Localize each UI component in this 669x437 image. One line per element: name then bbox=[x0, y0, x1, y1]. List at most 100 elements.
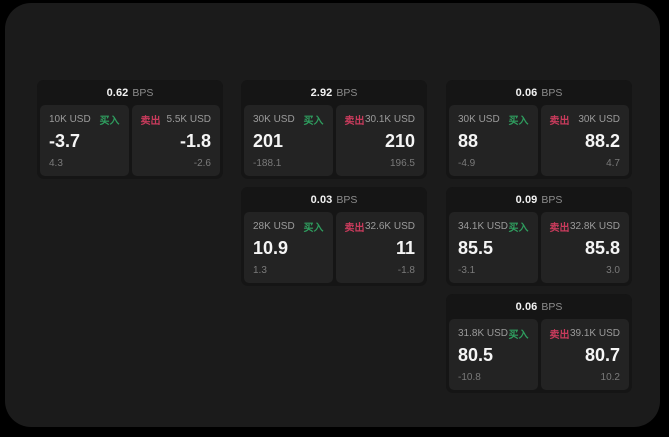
quote-card[interactable]: 2.92 BPS 30K USD 买入 201 -188.1 卖出 30.1K USD 210 1… bbox=[241, 80, 427, 179]
quote-panel-buy[interactable]: 10K USD 买入 -3.7 4.3 bbox=[40, 105, 129, 176]
quote-delta-buy: -188.1 bbox=[253, 158, 282, 169]
card-panels: 28K USD 买入 10.9 1.3 卖出 32.6K USD 11 -1.8 bbox=[241, 212, 427, 286]
card-panels: 10K USD 买入 -3.7 4.3 卖出 5.5K USD -1.8 -2.6 bbox=[37, 105, 223, 179]
quote-delta-sell: 196.5 bbox=[389, 158, 415, 169]
quote-price-buy: -3.7 bbox=[49, 131, 81, 151]
spread-unit: BPS bbox=[541, 300, 563, 313]
card-panels: 31.8K USD 买入 80.5 -10.8 卖出 39.1K USD 80.7 10.2 bbox=[446, 319, 632, 393]
quote-delta-buy: 4.3 bbox=[49, 158, 63, 169]
quote-price-sell: 11 bbox=[395, 238, 415, 258]
quote-panel-sell[interactable]: 卖出 32.6K USD 11 -1.8 bbox=[335, 212, 424, 283]
sell-side-tag: 卖出 bbox=[549, 116, 570, 127]
quote-card[interactable]: 0.62 BPS 10K USD 买入 -3.7 4.3 卖出 5.5K USD -1.8 -2.… bbox=[37, 80, 223, 179]
order-size-label: 30K USD bbox=[253, 114, 295, 125]
sell-side-tag: 卖出 bbox=[549, 330, 570, 341]
quote-delta-sell: 3.0 bbox=[606, 265, 620, 276]
quote-delta-sell: -1.8 bbox=[397, 265, 415, 276]
panel-header-sell: 卖出 5.5K USD bbox=[140, 113, 212, 127]
buy-side-tag: 买入 bbox=[508, 330, 529, 341]
quote-price-buy: 85.5 bbox=[458, 238, 494, 258]
panel-header-sell: 卖出 32.6K USD bbox=[344, 220, 416, 234]
order-size-label: 32.6K USD bbox=[364, 221, 415, 232]
spread-value: 2.92 bbox=[310, 86, 333, 99]
quote-panel-sell[interactable]: 卖出 30.1K USD 210 196.5 bbox=[335, 105, 424, 176]
quote-panel-buy[interactable]: 31.8K USD 买入 80.5 -10.8 bbox=[449, 319, 538, 390]
quote-column-3: 0.06 BPS 30K USD 买入 88 -4.9 卖出 30K USD 88.2 4.7 0.… bbox=[446, 80, 632, 401]
spread-unit: BPS bbox=[336, 193, 358, 206]
buy-side-tag: 买入 bbox=[508, 116, 529, 127]
order-size-label: 39.1K USD bbox=[569, 328, 620, 339]
quote-panel-buy[interactable]: 28K USD 买入 10.9 1.3 bbox=[244, 212, 333, 283]
buy-side-tag: 买入 bbox=[303, 223, 324, 234]
card-header: 0.03 BPS bbox=[241, 187, 427, 212]
spread-unit: BPS bbox=[336, 86, 358, 99]
quote-panel-sell[interactable]: 卖出 39.1K USD 80.7 10.2 bbox=[540, 319, 629, 390]
quote-card[interactable]: 0.09 BPS 34.1K USD 买入 85.5 -3.1 卖出 32.8K USD 85.… bbox=[446, 187, 632, 286]
order-size-label: 30K USD bbox=[578, 114, 620, 125]
quote-panel-buy[interactable]: 30K USD 买入 201 -188.1 bbox=[244, 105, 333, 176]
spread-value: 0.06 bbox=[515, 300, 538, 313]
panel-header-sell: 卖出 30.1K USD bbox=[344, 113, 416, 127]
quote-price-sell: 88.2 bbox=[584, 131, 620, 151]
panel-header-buy: 28K USD 买入 bbox=[253, 220, 324, 234]
order-size-label: 34.1K USD bbox=[458, 221, 509, 232]
order-size-label: 30K USD bbox=[458, 114, 500, 125]
quote-delta-sell: -2.6 bbox=[193, 158, 211, 169]
spread-value: 0.09 bbox=[515, 193, 538, 206]
sell-side-tag: 卖出 bbox=[344, 223, 365, 234]
quote-panel-sell[interactable]: 卖出 30K USD 88.2 4.7 bbox=[540, 105, 629, 176]
quote-card[interactable]: 0.06 BPS 31.8K USD 买入 80.5 -10.8 卖出 39.1K USD 80… bbox=[446, 294, 632, 393]
buy-side-tag: 买入 bbox=[508, 223, 529, 234]
quote-price-buy: 201 bbox=[253, 131, 284, 151]
panel-header-sell: 卖出 30K USD bbox=[549, 113, 621, 127]
quote-delta-buy: -3.1 bbox=[458, 265, 476, 276]
sell-side-tag: 卖出 bbox=[344, 116, 365, 127]
quote-card[interactable]: 0.03 BPS 28K USD 买入 10.9 1.3 卖出 32.6K USD 11 -1.8 bbox=[241, 187, 427, 286]
quote-delta-buy: 1.3 bbox=[253, 265, 267, 276]
order-size-label: 30.1K USD bbox=[364, 114, 415, 125]
card-header: 0.06 BPS bbox=[446, 294, 632, 319]
quote-board: 0.62 BPS 10K USD 买入 -3.7 4.3 卖出 5.5K USD -1.8 -2.… bbox=[5, 3, 660, 427]
card-panels: 30K USD 买入 88 -4.9 卖出 30K USD 88.2 4.7 bbox=[446, 105, 632, 179]
quote-column-2: 2.92 BPS 30K USD 买入 201 -188.1 卖出 30.1K USD 210 1… bbox=[241, 80, 427, 294]
quote-delta-sell: 10.2 bbox=[600, 372, 620, 383]
quote-delta-buy: -10.8 bbox=[458, 372, 481, 383]
quote-panel-sell[interactable]: 卖出 32.8K USD 85.8 3.0 bbox=[540, 212, 629, 283]
card-header: 0.62 BPS bbox=[37, 80, 223, 105]
buy-side-tag: 买入 bbox=[303, 116, 324, 127]
panel-header-sell: 卖出 39.1K USD bbox=[549, 327, 621, 341]
spread-value: 0.03 bbox=[310, 193, 333, 206]
spread-unit: BPS bbox=[541, 86, 563, 99]
order-size-label: 31.8K USD bbox=[458, 328, 509, 339]
app-surface: 0.62 BPS 10K USD 买入 -3.7 4.3 卖出 5.5K USD -1.8 -2.… bbox=[5, 3, 660, 427]
quote-price-sell: 85.8 bbox=[584, 238, 620, 258]
quote-card[interactable]: 0.06 BPS 30K USD 买入 88 -4.9 卖出 30K USD 88.2 4.7 bbox=[446, 80, 632, 179]
buy-side-tag: 买入 bbox=[99, 116, 120, 127]
spread-unit: BPS bbox=[541, 193, 563, 206]
card-panels: 34.1K USD 买入 85.5 -3.1 卖出 32.8K USD 85.8 3.0 bbox=[446, 212, 632, 286]
quote-column-1: 0.62 BPS 10K USD 买入 -3.7 4.3 卖出 5.5K USD -1.8 -2.… bbox=[37, 80, 223, 187]
quote-price-sell: -1.8 bbox=[179, 131, 211, 151]
quote-delta-sell: 4.7 bbox=[606, 158, 620, 169]
sell-side-tag: 卖出 bbox=[549, 223, 570, 234]
quote-price-sell: 210 bbox=[384, 131, 415, 151]
panel-header-buy: 31.8K USD 买入 bbox=[458, 327, 529, 341]
spread-value: 0.62 bbox=[106, 86, 129, 99]
order-size-label: 32.8K USD bbox=[569, 221, 620, 232]
spread-unit: BPS bbox=[132, 86, 154, 99]
card-header: 2.92 BPS bbox=[241, 80, 427, 105]
quote-panel-sell[interactable]: 卖出 5.5K USD -1.8 -2.6 bbox=[131, 105, 220, 176]
panel-header-buy: 34.1K USD 买入 bbox=[458, 220, 529, 234]
card-panels: 30K USD 买入 201 -188.1 卖出 30.1K USD 210 196.5 bbox=[241, 105, 427, 179]
panel-header-buy: 10K USD 买入 bbox=[49, 113, 120, 127]
sell-side-tag: 卖出 bbox=[140, 116, 161, 127]
quote-price-buy: 10.9 bbox=[253, 238, 289, 258]
panel-header-buy: 30K USD 买入 bbox=[253, 113, 324, 127]
spread-value: 0.06 bbox=[515, 86, 538, 99]
quote-panel-buy[interactable]: 30K USD 买入 88 -4.9 bbox=[449, 105, 538, 176]
quote-panel-buy[interactable]: 34.1K USD 买入 85.5 -3.1 bbox=[449, 212, 538, 283]
card-header: 0.09 BPS bbox=[446, 187, 632, 212]
order-size-label: 5.5K USD bbox=[166, 114, 211, 125]
quote-price-buy: 80.5 bbox=[458, 345, 494, 365]
card-header: 0.06 BPS bbox=[446, 80, 632, 105]
